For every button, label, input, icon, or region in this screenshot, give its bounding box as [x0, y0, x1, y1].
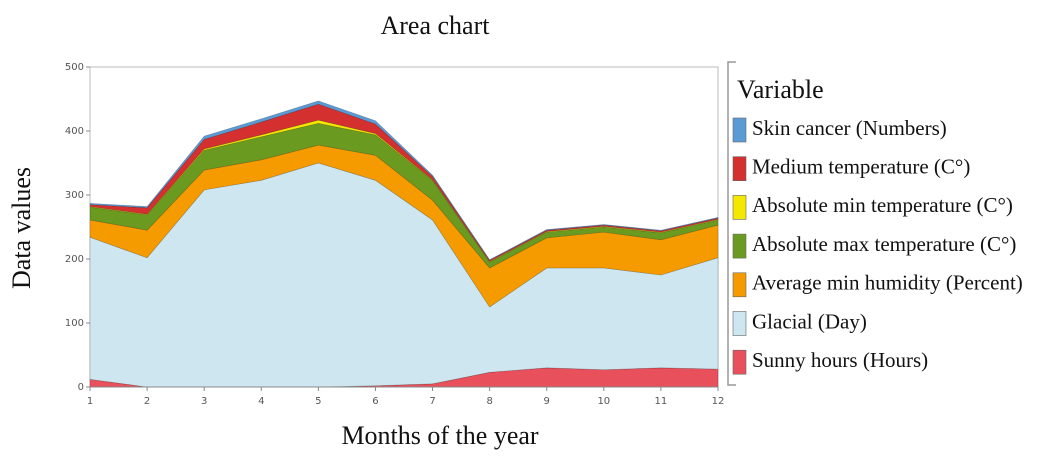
x-tick-label: 5 — [315, 396, 321, 407]
x-tick-label: 9 — [544, 396, 550, 407]
x-tick-label: 7 — [429, 396, 435, 407]
y-tick-label: 200 — [65, 254, 84, 265]
y-tick-label: 300 — [65, 190, 84, 201]
x-tick-label: 6 — [372, 396, 378, 407]
x-tick-label: 8 — [486, 396, 492, 407]
legend-bracket — [727, 61, 736, 386]
legend-title: Variable — [737, 75, 824, 104]
x-axis-label: Months of the year — [341, 421, 538, 450]
area — [89, 100, 719, 261]
legend-swatch — [732, 272, 747, 298]
x-tick-label: 12 — [712, 396, 725, 407]
y-tick-label: 100 — [65, 318, 84, 329]
legend-label: Absolute max temperature (C°) — [752, 232, 1016, 256]
legend-label: Sunny hours (Hours) — [752, 348, 928, 372]
legend-label: Average min humidity (Percent) — [752, 271, 1023, 295]
legend-label: Skin cancer (Numbers) — [752, 116, 947, 140]
y-tick-label: 400 — [65, 126, 84, 137]
legend-swatch — [732, 195, 747, 220]
x-tick-label: 10 — [597, 396, 610, 407]
chart-title: Area chart — [381, 11, 491, 40]
x-tick-label: 4 — [258, 396, 264, 407]
y-tick-label: 0 — [78, 382, 84, 393]
legend-swatch — [732, 156, 747, 181]
y-tick-label: 500 — [65, 62, 84, 73]
legend-swatch — [732, 233, 747, 259]
legend-label: Absolute min temperature (C°) — [752, 193, 1013, 217]
legend-label: Medium temperature (C°) — [752, 155, 970, 179]
legend-swatch — [732, 117, 747, 143]
x-tick-label: 3 — [201, 396, 207, 407]
legend-swatch — [732, 349, 747, 375]
x-tick-label: 11 — [655, 396, 668, 407]
x-tick-label: 1 — [87, 396, 93, 407]
legend-swatch — [732, 311, 747, 336]
y-axis-label: Data values — [7, 167, 36, 289]
legend-label: Glacial (Day) — [752, 309, 867, 333]
x-tick-label: 2 — [144, 396, 150, 407]
